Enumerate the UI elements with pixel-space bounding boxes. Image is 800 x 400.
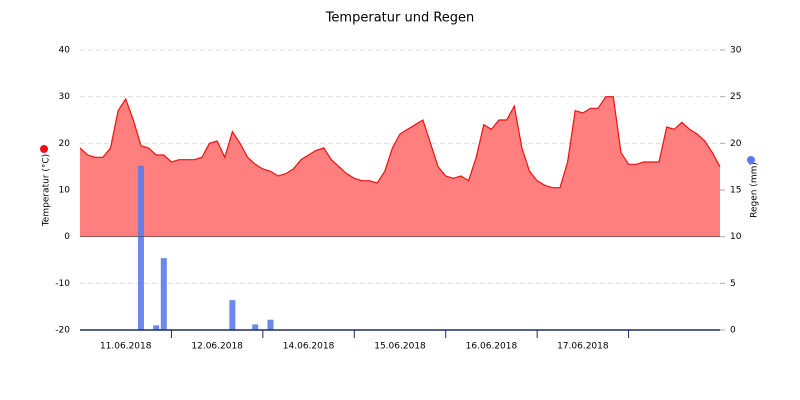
legend-temp (40, 145, 48, 153)
y2-tick-label: 15 (730, 186, 741, 196)
rain-bar (160, 258, 167, 330)
y2-tick-label: 5 (730, 279, 736, 289)
x-tick-label: 17.06.2018 (557, 342, 609, 352)
x-tick-label: 11.06.2018 (100, 342, 152, 352)
chart-title: Temperatur und Regen (325, 11, 475, 26)
y-tick-label: 20 (59, 139, 71, 149)
y-tick-label: 30 (59, 92, 71, 102)
rain-bar (267, 319, 274, 330)
y2-tick-label: 0 (730, 326, 736, 336)
temperature-line (79, 96, 721, 189)
temperature-area (80, 96, 720, 237)
rain-bar (137, 165, 144, 330)
rain-bar (229, 300, 236, 330)
y-tick-label: 40 (59, 46, 71, 56)
y2-tick-label: 20 (730, 139, 742, 149)
x-tick-label: 16.06.2018 (466, 342, 518, 352)
y-tick-label: 10 (59, 186, 71, 196)
rain-bar (252, 324, 259, 330)
rain-bar (153, 325, 160, 330)
y-tick-label: -10 (55, 279, 70, 289)
y-axis-label: Temperatur (°C) (42, 154, 52, 227)
y-tick-label: 0 (64, 232, 70, 242)
x-tick-label: 12.06.2018 (191, 342, 243, 352)
y2-tick-label: 10 (730, 232, 742, 242)
y2-tick-label: 25 (730, 92, 741, 102)
y2-axis-label: Regen (mm) (750, 162, 760, 218)
x-tick-label: 15.06.2018 (374, 342, 426, 352)
y-tick-label: -20 (55, 326, 70, 336)
y2-tick-label: 30 (730, 46, 742, 56)
x-tick-label: 14.06.2018 (283, 342, 335, 352)
legend-rain (747, 156, 755, 164)
